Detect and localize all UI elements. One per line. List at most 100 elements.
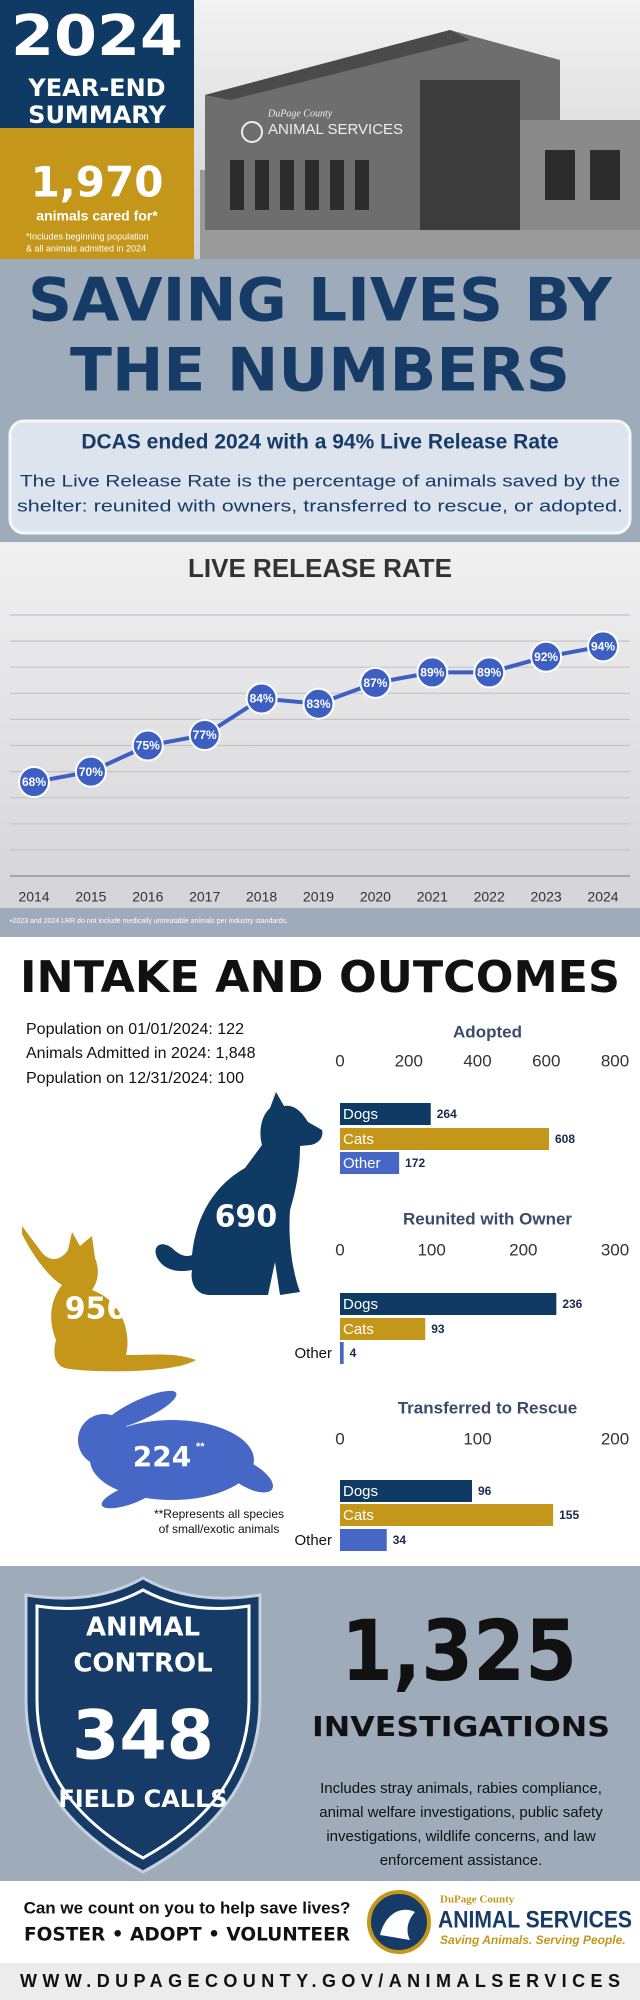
- x-tick-label: 600: [532, 1051, 560, 1070]
- shield-border: [35, 1588, 251, 1860]
- sign-logo: [241, 121, 263, 143]
- point: [587, 630, 619, 663]
- x-tick-label: 2015: [75, 889, 106, 905]
- lrr-footnote: •2023 and 2024 LRR do not include medica…: [10, 918, 288, 925]
- population-line: Population on 01/01/2024: 122: [26, 1021, 244, 1038]
- value-label: 94%: [591, 639, 615, 653]
- chart-title: Adopted: [453, 1022, 522, 1041]
- point: [302, 687, 335, 720]
- bar: [340, 1128, 549, 1150]
- category-label: Dogs: [343, 1483, 378, 1500]
- investigations-label: INVESTIGATIONS: [312, 1710, 610, 1743]
- x-tick-label: 100: [463, 1429, 491, 1448]
- value-label: 93: [431, 1322, 445, 1336]
- value-label: 172: [405, 1156, 425, 1170]
- callout-body: The Live Release Rate is the percentage …: [20, 471, 620, 490]
- x-tick-label: 800: [601, 1051, 629, 1070]
- headline: THE NUMBERS: [70, 336, 570, 406]
- x-tick-label: 100: [417, 1240, 445, 1259]
- other-mark: **: [196, 1441, 205, 1453]
- category-label: Other: [343, 1155, 381, 1172]
- chart-title: LIVE RELEASE RATE: [188, 553, 452, 583]
- rabbit-silhouette: [78, 1390, 273, 1509]
- value-label: 75%: [136, 739, 160, 753]
- value-label: 4: [350, 1346, 357, 1360]
- value-label: 96: [478, 1484, 492, 1498]
- investigations-description: enforcement assistance.: [380, 1852, 543, 1869]
- dog-count: 690: [215, 1200, 278, 1235]
- windows: [230, 150, 620, 210]
- headline: SAVING LIVES BY: [28, 266, 614, 336]
- count-footnote: & all animals admitted in 2024: [26, 243, 146, 253]
- field-calls-count: 348: [72, 1697, 214, 1776]
- building-roof: [205, 30, 470, 100]
- header-title: SUMMARY: [28, 101, 166, 129]
- call-to-action: FOSTER • ADOPT • VOLUNTEER: [24, 1924, 350, 1946]
- x-tick-label: 200: [601, 1429, 629, 1448]
- rabbit-leg: [223, 1457, 273, 1493]
- x-tick-label: 400: [463, 1051, 491, 1070]
- point: [359, 666, 392, 699]
- investigations-description: animal welfare investigations, public sa…: [319, 1804, 603, 1821]
- value-label: 34: [393, 1533, 407, 1547]
- count-footnote: *Includes beginning population: [26, 231, 149, 241]
- bar: [340, 1318, 426, 1340]
- bar: [340, 1480, 472, 1502]
- callout-body: shelter: reunited with owners, transferr…: [17, 496, 623, 515]
- value-label: 608: [555, 1132, 575, 1146]
- category-label: Cats: [343, 1321, 374, 1338]
- sign-text: DuPage County: [267, 108, 333, 119]
- cat-silhouette: [22, 1226, 196, 1372]
- x-tick-label: 0: [335, 1240, 344, 1259]
- building-glass: [420, 80, 520, 230]
- value-label: 84%: [250, 692, 274, 706]
- investigations-description: investigations, wildlife concerns, and l…: [326, 1828, 595, 1845]
- bar: [340, 1152, 400, 1174]
- logo-text: ANIMAL SERVICES: [438, 1906, 632, 1933]
- callout-title: DCAS ended 2024 with a 94% Live Release …: [81, 431, 558, 454]
- value-label: 77%: [193, 728, 217, 742]
- rabbit-ear: [103, 1390, 177, 1430]
- value-label: 68%: [22, 775, 46, 789]
- x-tick-label: 2024: [587, 889, 618, 905]
- cat-count: 956: [65, 1292, 128, 1327]
- rabbit-body: [90, 1420, 254, 1500]
- logo-icon: [380, 1909, 415, 1940]
- building-wing: [520, 120, 640, 230]
- x-tick-label: 2020: [360, 889, 391, 905]
- chart-title: Transferred to Rescue: [398, 1398, 578, 1417]
- value-label: 92%: [534, 650, 558, 664]
- other-note: **Represents all species: [154, 1507, 284, 1521]
- x-tick-label: 2023: [531, 889, 562, 905]
- x-tick-label: 200: [395, 1051, 423, 1070]
- x-tick-label: 2022: [474, 889, 505, 905]
- category-label: Dogs: [343, 1106, 378, 1123]
- category-label: Dogs: [343, 1296, 378, 1313]
- value-label: 89%: [420, 666, 444, 680]
- bar: [340, 1293, 557, 1315]
- chart-bg: [0, 542, 640, 908]
- investigations-description: Includes stray animals, rabies complianc…: [320, 1780, 602, 1797]
- category-label: Cats: [343, 1131, 374, 1148]
- shield: [24, 1576, 262, 1874]
- footer-question: Can we count on you to help save lives?: [24, 1898, 351, 1917]
- window: [330, 160, 344, 210]
- footnote-band: [0, 908, 640, 937]
- point: [530, 640, 563, 673]
- category-label: Other: [294, 1532, 332, 1549]
- other-count: 224: [133, 1440, 191, 1473]
- point: [74, 755, 107, 788]
- window: [305, 160, 319, 210]
- point: [245, 682, 278, 715]
- value-label: 155: [559, 1508, 579, 1522]
- other-note: of small/exotic animals: [159, 1522, 280, 1536]
- url-band: [0, 1963, 640, 2000]
- value-label: 70%: [79, 765, 103, 779]
- x-tick-label: 2016: [132, 889, 163, 905]
- chart-title: Reunited with Owner: [403, 1209, 572, 1228]
- section-title: INTAKE AND OUTCOMES: [20, 952, 620, 1003]
- category-label: Other: [294, 1345, 332, 1362]
- window: [545, 150, 575, 200]
- window: [590, 150, 620, 200]
